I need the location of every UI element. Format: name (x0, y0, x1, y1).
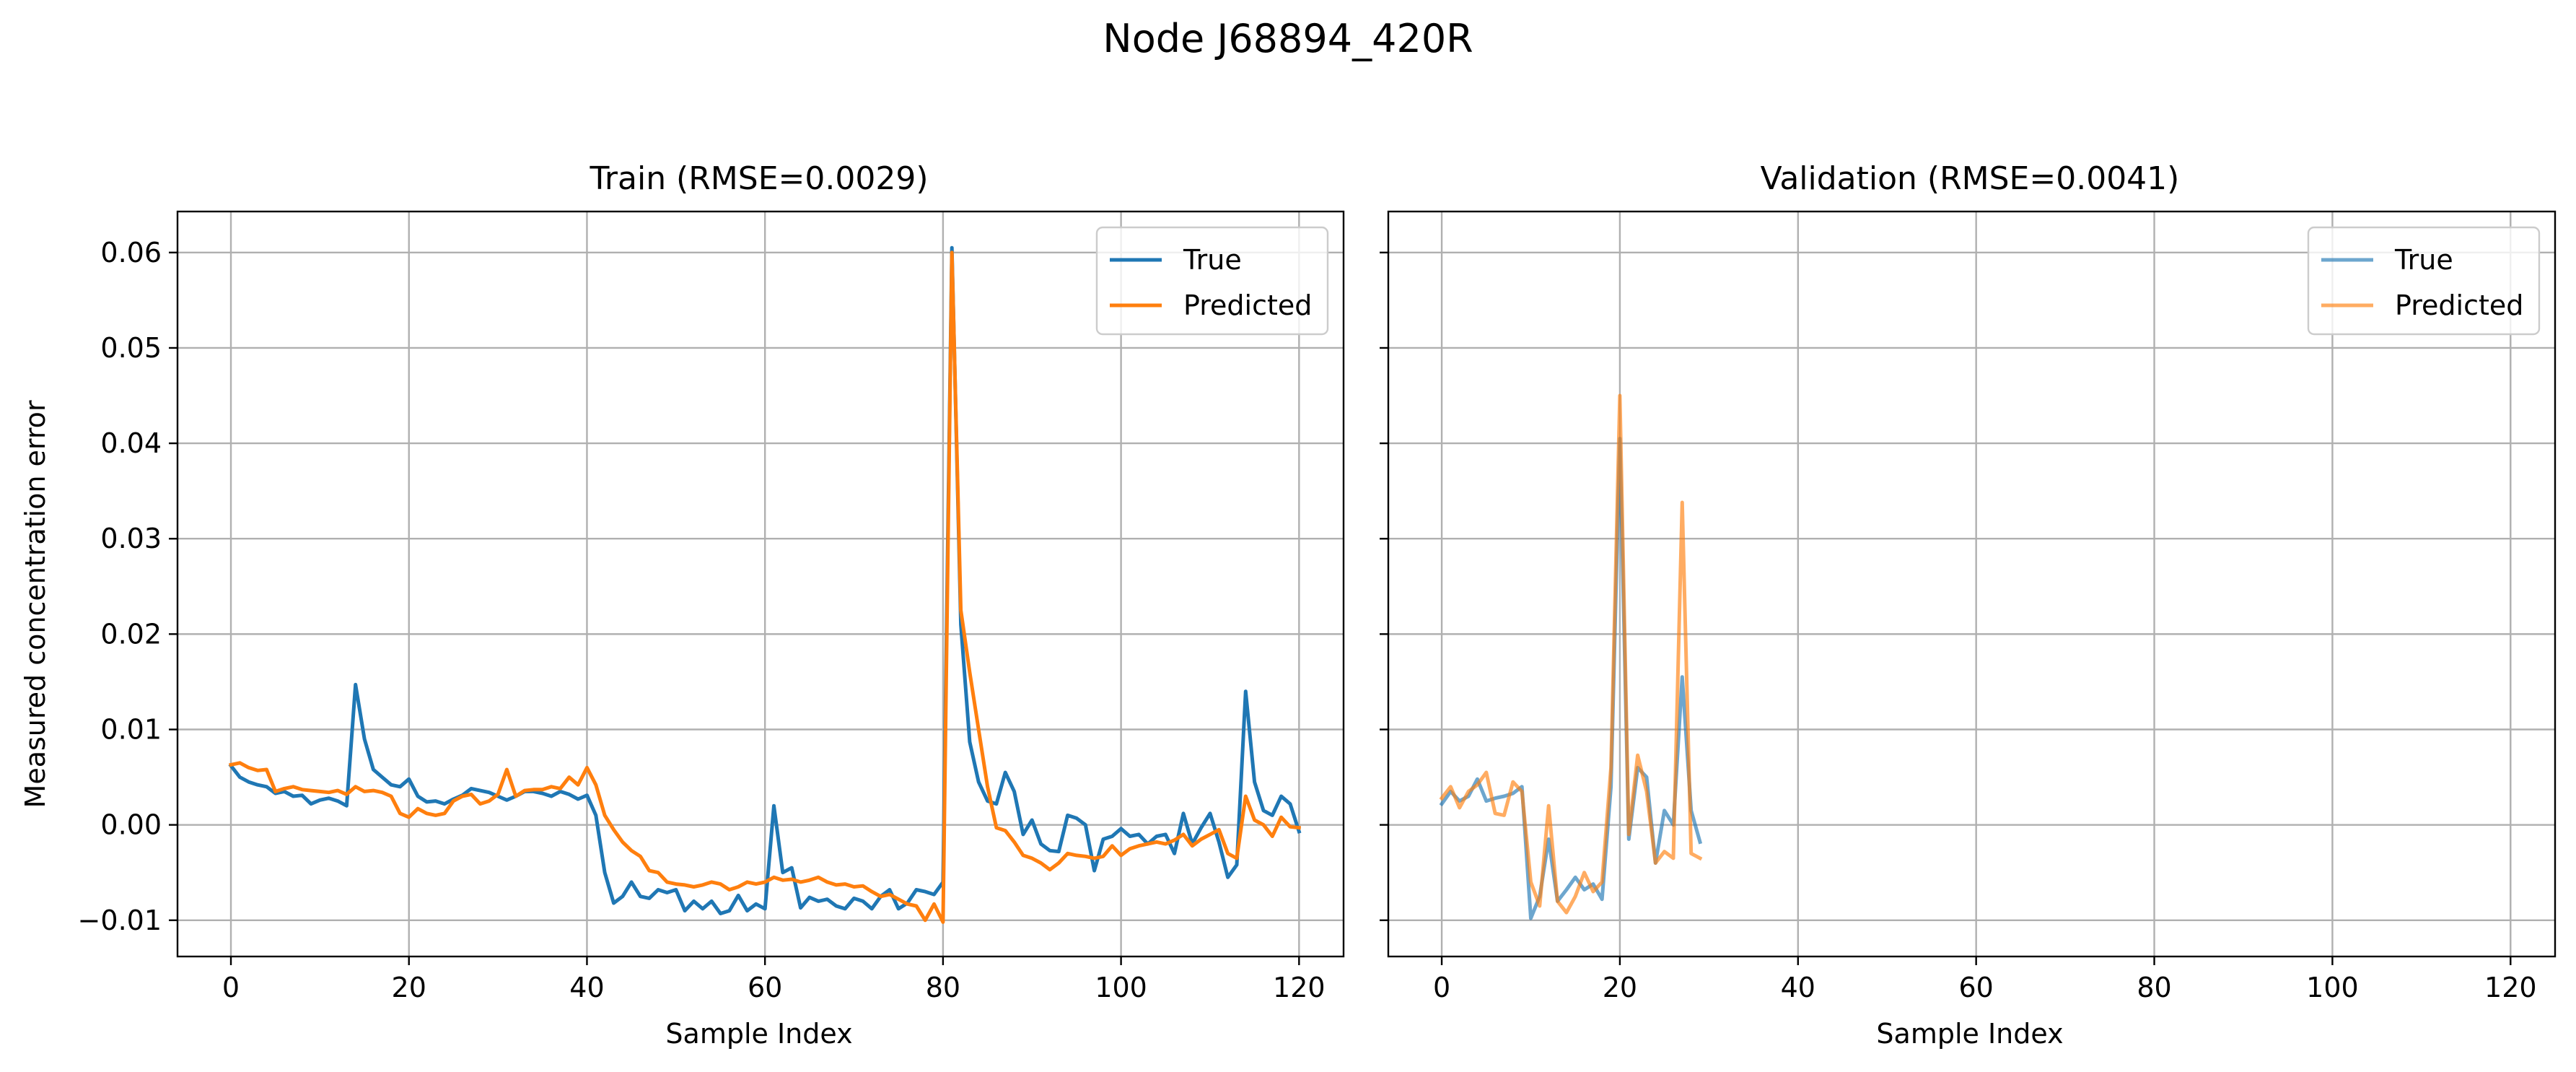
validation-x-axis-label: Sample Index (1876, 1018, 2063, 1050)
x-tick-label: 80 (2137, 972, 2171, 1003)
legend-box (2307, 226, 2541, 336)
train-panel-title: Train (RMSE=0.0029) (590, 160, 929, 197)
legend-label-true: True (2394, 244, 2453, 276)
y-tick-label: 0.01 (100, 714, 162, 746)
y-tick-label: −0.01 (78, 905, 162, 936)
y-tick-label: 0.04 (100, 427, 162, 459)
x-tick-label: 120 (2484, 972, 2537, 1003)
validation-panel-title: Validation (RMSE=0.0041) (1761, 160, 2180, 197)
x-tick-label: 120 (1273, 972, 1326, 1003)
legend-label-predicted: Predicted (2395, 289, 2523, 321)
validation-axes-frame (1387, 210, 2557, 958)
validation-plot-area: 0 20 40 60 80 100 120 True Predicted (1380, 210, 2557, 1003)
x-tick-label: 20 (1603, 972, 1637, 1003)
y-axis-label: Measured concentration error (19, 400, 51, 808)
y-tick-label: 0.00 (100, 809, 162, 841)
x-tick-label: 0 (1433, 972, 1450, 1003)
x-tick-label: 20 (392, 972, 426, 1003)
x-tick-label: 60 (1958, 972, 1993, 1003)
x-tick-label: 40 (1781, 972, 1815, 1003)
validation-legend: True Predicted (2307, 226, 2541, 336)
figure-title: Node J68894_420R (1103, 16, 1473, 61)
validation-series-true-line (1439, 437, 1703, 920)
train-series-true-line (228, 245, 1302, 915)
x-tick-label: 0 (222, 972, 240, 1003)
x-tick-label: 40 (569, 972, 604, 1003)
y-tick-label: 0.02 (100, 618, 162, 650)
x-tick-label: 80 (926, 972, 960, 1003)
x-tick-label: 100 (2306, 972, 2359, 1003)
legend-box (1095, 226, 1329, 336)
x-tick-label: 100 (1095, 972, 1147, 1003)
train-x-axis-label: Sample Index (665, 1018, 852, 1050)
validation-series-predicted-line (1439, 393, 1703, 915)
legend-label-true: True (1183, 244, 1242, 276)
legend-label-predicted: Predicted (1183, 289, 1312, 321)
train-plot-area: 0 20 40 60 80 100 120 −0.01 0.00 0.01 0.02 0.03 0.04… (78, 210, 1345, 1003)
train-axes-frame (176, 210, 1345, 958)
y-tick-label: 0.03 (100, 523, 162, 554)
y-tick-label: 0.06 (100, 237, 162, 269)
y-tick-label: 0.05 (100, 332, 162, 364)
train-series-predicted-line (229, 250, 1302, 924)
train-legend: True Predicted (1095, 226, 1329, 336)
x-tick-label: 60 (748, 972, 782, 1003)
